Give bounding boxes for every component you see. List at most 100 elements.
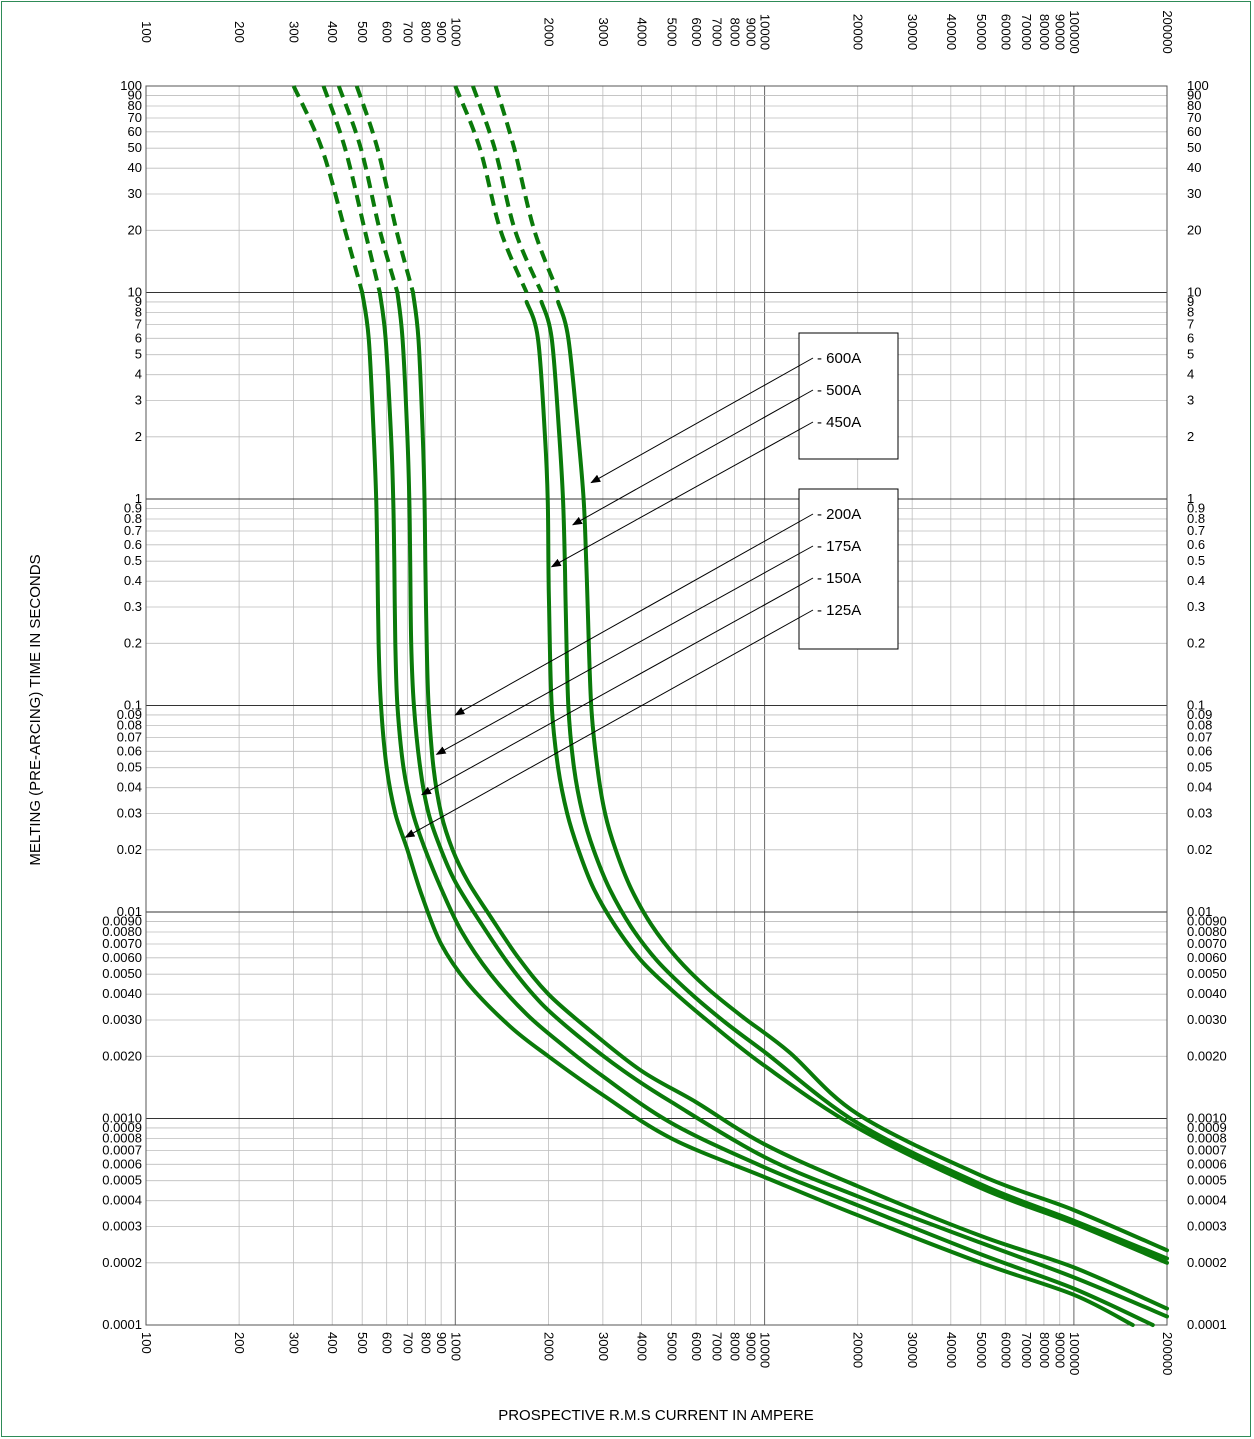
y-tick-label-left: 0.0040 xyxy=(102,986,142,1001)
y-tick-label-right: 0.08 xyxy=(1187,718,1212,733)
y-tick-label-right: 0.0040 xyxy=(1187,986,1227,1001)
y-tick-label-left: 0.08 xyxy=(117,718,142,733)
y-tick-label-left: 0.0005 xyxy=(102,1173,142,1188)
x-tick-label-top: 40000 xyxy=(944,14,959,50)
x-tick-label-top: 200000 xyxy=(1160,10,1175,53)
y-tick-label-left: 0.0003 xyxy=(102,1218,142,1233)
y-tick-label-right: 0.06 xyxy=(1187,743,1212,758)
curve-150A-dashed xyxy=(321,85,382,293)
x-tick-label-bottom: 100 xyxy=(139,1332,154,1354)
x-tick-label-bottom: 200000 xyxy=(1160,1332,1175,1375)
legend-arrow-125A xyxy=(404,609,814,838)
legend-item-200A: - 200A xyxy=(817,506,861,523)
x-tick-label-top: 1000 xyxy=(448,18,463,47)
y-tick-label-right: 0.0090 xyxy=(1187,913,1227,928)
x-tick-label-bottom: 600 xyxy=(380,1332,395,1354)
y-tick-label-right: 8 xyxy=(1187,305,1194,320)
legend-arrow-150A xyxy=(421,577,814,796)
x-tick-label-top: 30000 xyxy=(905,14,920,50)
y-tick-label-left: 0.0020 xyxy=(102,1048,142,1063)
x-tick-label-top: 80000 xyxy=(1037,14,1052,50)
y-tick-label-left: 70 xyxy=(128,110,142,125)
x-tick-label-top: 9000 xyxy=(743,18,758,47)
y-tick-label-left: 0.0030 xyxy=(102,1012,142,1027)
y-tick-label-left: 0.0004 xyxy=(102,1193,142,1208)
y-tick-label-left: 0.0010 xyxy=(102,1111,142,1126)
curve-125A-dashed xyxy=(291,85,365,294)
y-tick-label-right: 0.0005 xyxy=(1187,1173,1227,1188)
x-tick-label-bottom: 3000 xyxy=(596,1332,611,1361)
y-tick-label-left: 0.4 xyxy=(124,573,142,588)
y-tick-label-right: 0.0080 xyxy=(1187,924,1227,939)
legend-item-125A: - 125A xyxy=(817,602,861,619)
x-tick-label-bottom: 200 xyxy=(232,1332,247,1354)
legend-item-600A: - 600A xyxy=(817,350,861,367)
x-tick-label-top: 6000 xyxy=(689,18,704,47)
y-tick-label-left: 10 xyxy=(128,285,142,300)
y-tick-label-left: 7 xyxy=(135,316,142,331)
y-tick-label-left: 0.01 xyxy=(117,904,142,919)
y-tick-label-left: 0.0007 xyxy=(102,1142,142,1157)
x-tick-label-top: 90000 xyxy=(1053,14,1068,50)
y-tick-label-right: 80 xyxy=(1187,98,1201,113)
y-tick-label-right: 0.9 xyxy=(1187,500,1205,515)
y-tick-label-right: 0.7 xyxy=(1187,523,1205,538)
y-tick-label-right: 0.6 xyxy=(1187,537,1205,552)
y-tick-label-right: 0.0007 xyxy=(1187,1142,1227,1157)
y-tick-label-right: 0.0060 xyxy=(1187,950,1227,965)
curve-175A-solid xyxy=(395,290,1169,1319)
y-tick-label-right: 0.0008 xyxy=(1187,1131,1227,1146)
y-tick-label-left: 80 xyxy=(128,98,142,113)
y-tick-label-left: 1 xyxy=(135,491,142,506)
y-tick-label-right: 0.2 xyxy=(1187,635,1205,650)
y-tick-label-left: 40 xyxy=(128,160,142,175)
y-tick-label-left: 0.05 xyxy=(117,760,142,775)
x-tick-label-top: 3000 xyxy=(596,18,611,47)
legend-arrow-175A xyxy=(435,545,814,755)
y-tick-label-right: 0.8 xyxy=(1187,511,1205,526)
y-tick-label-left: 100 xyxy=(120,78,142,93)
legend-item-175A: - 175A xyxy=(817,538,861,555)
plot-border xyxy=(145,85,1168,1326)
x-tick-label-top: 4000 xyxy=(635,18,650,47)
y-tick-label-left: 0.0002 xyxy=(102,1255,142,1270)
y-tick-label-right: 0.01 xyxy=(1187,904,1212,919)
y-tick-label-right: 7 xyxy=(1187,316,1194,331)
y-tick-label-right: 0.5 xyxy=(1187,553,1205,568)
x-tick-label-top: 50000 xyxy=(974,14,989,50)
y-tick-label-right: 4 xyxy=(1187,367,1194,382)
legend-box xyxy=(798,332,899,460)
x-tick-label-bottom: 90000 xyxy=(1053,1332,1068,1368)
y-tick-label-left: 0.09 xyxy=(117,707,142,722)
x-tick-label-bottom: 800 xyxy=(418,1332,433,1354)
x-tick-label-top: 100000 xyxy=(1067,10,1082,53)
y-tick-label-left: 2 xyxy=(135,429,142,444)
y-tick-label-left: 0.3 xyxy=(124,599,142,614)
x-tick-label-bottom: 9000 xyxy=(743,1332,758,1361)
y-tick-label-right: 0.0030 xyxy=(1187,1012,1227,1027)
x-tick-label-bottom: 300 xyxy=(287,1332,302,1354)
x-tick-label-top: 70000 xyxy=(1019,14,1034,50)
y-tick-label-left: 0.0001 xyxy=(102,1317,142,1332)
y-tick-label-left: 0.9 xyxy=(124,500,142,515)
legends: - 600A - 500A - 450A - 200A - 175A - 150A - 12… xyxy=(404,332,899,838)
curve-500A-dashed xyxy=(471,85,544,294)
curve-450A-dashed xyxy=(453,85,529,294)
x-tick-label-bottom: 50000 xyxy=(974,1332,989,1368)
x-tick-label-bottom: 400 xyxy=(325,1332,340,1354)
x-tick-label-bottom: 8000 xyxy=(728,1332,743,1361)
y-tick-label-left: 0.0050 xyxy=(102,966,142,981)
legend-arrow-500A xyxy=(572,389,814,526)
y-tick-label-left: 0.6 xyxy=(124,537,142,552)
y-tick-label-left: 50 xyxy=(128,140,142,155)
curve-175A-dashed xyxy=(336,85,400,294)
y-tick-label-left: 0.1 xyxy=(124,698,142,713)
y-tick-label-right: 0.05 xyxy=(1187,760,1212,775)
x-tick-label-top: 800 xyxy=(418,21,433,43)
y-tick-label-left: 0.0080 xyxy=(102,924,142,939)
y-tick-label-right: 0.0020 xyxy=(1187,1048,1227,1063)
x-tick-label-bottom: 500 xyxy=(355,1332,370,1354)
y-tick-label-left: 0.07 xyxy=(117,729,142,744)
y-tick-label-right: 6 xyxy=(1187,330,1194,345)
